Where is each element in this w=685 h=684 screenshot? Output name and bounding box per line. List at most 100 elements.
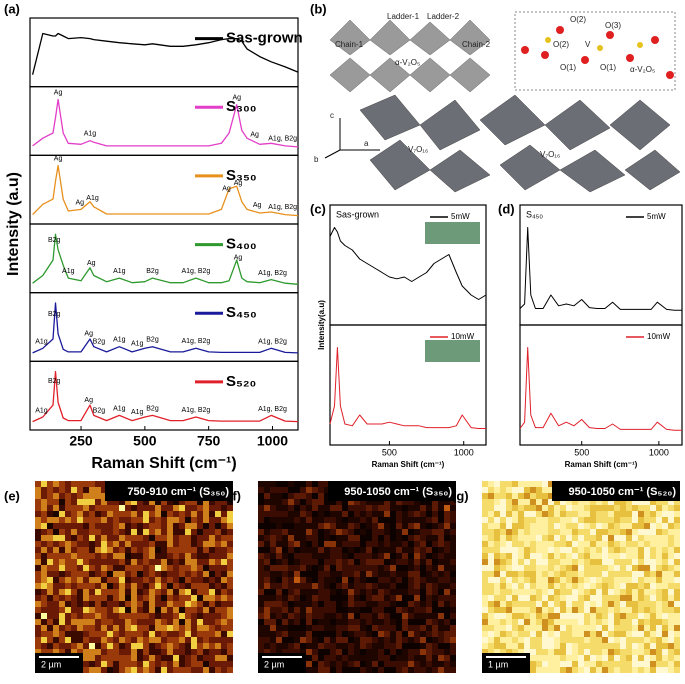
map-pixel: [584, 589, 590, 595]
map-pixel: [524, 487, 530, 493]
map-pixel: [95, 637, 101, 643]
map-pixel: [161, 619, 167, 625]
map-pixel: [282, 625, 288, 631]
map-pixel: [336, 601, 342, 607]
map-pixel: [336, 499, 342, 505]
map-pixel: [137, 505, 143, 511]
map-pixel: [662, 535, 668, 541]
map-pixel: [414, 607, 420, 613]
map-pixel: [578, 529, 584, 535]
map-pixel: [674, 667, 680, 673]
map-pixel: [203, 643, 209, 649]
raman-map: [258, 481, 456, 673]
map-pixel: [71, 505, 77, 511]
map-pixel: [650, 583, 656, 589]
map-pixel: [590, 625, 596, 631]
map-pixel: [143, 577, 149, 583]
map-pixel: [59, 517, 65, 523]
map-pixel: [59, 559, 65, 565]
map-pixel: [396, 541, 402, 547]
map-pixel: [71, 613, 77, 619]
map-pixel: [185, 511, 191, 517]
map-pixel: [530, 577, 536, 583]
map-pixel: [318, 589, 324, 595]
map-pixel: [167, 649, 173, 655]
map-pixel: [488, 643, 494, 649]
map-pixel: [536, 511, 542, 517]
map-pixel: [306, 601, 312, 607]
map-pixel: [506, 577, 512, 583]
map-pixel: [450, 529, 456, 535]
map-pixel: [185, 589, 191, 595]
map-pixel: [41, 601, 47, 607]
map-pixel: [53, 595, 59, 601]
map-pixel: [101, 511, 107, 517]
map-pixel: [536, 571, 542, 577]
map-pixel: [620, 613, 626, 619]
map-pixel: [101, 547, 107, 553]
map-pixel: [95, 649, 101, 655]
map-pixel: [107, 625, 113, 631]
map-pixel: [113, 643, 119, 649]
map-pixel: [488, 613, 494, 619]
map-pixel: [185, 583, 191, 589]
map-pixel: [632, 601, 638, 607]
map-pixel: [95, 601, 101, 607]
map-pixel: [554, 511, 560, 517]
map-pixel: [53, 481, 59, 487]
map-pixel: [95, 619, 101, 625]
map-pixel: [518, 481, 524, 487]
map-pixel: [668, 601, 674, 607]
map-pixel: [638, 589, 644, 595]
map-pixel: [500, 589, 506, 595]
map-pixel: [137, 637, 143, 643]
map-pixel: [542, 601, 548, 607]
map-pixel: [318, 649, 324, 655]
map-pixel: [590, 619, 596, 625]
map-pixel: [131, 571, 137, 577]
map-pixel: [444, 589, 450, 595]
map-pixel: [312, 655, 318, 661]
map-pixel: [662, 577, 668, 583]
map-pixel: [372, 547, 378, 553]
map-pixel: [524, 481, 530, 487]
map-pixel: [384, 601, 390, 607]
map-pixel: [554, 505, 560, 511]
map-pixel: [113, 523, 119, 529]
map-pixel: [494, 637, 500, 643]
map-pixel: [137, 511, 143, 517]
map-pixel: [506, 613, 512, 619]
map-pixel: [366, 565, 372, 571]
map-pixel: [620, 565, 626, 571]
map-pixel: [620, 631, 626, 637]
map-pixel: [173, 547, 179, 553]
map-pixel: [89, 619, 95, 625]
map-pixel: [197, 511, 203, 517]
map-pixel: [324, 583, 330, 589]
map-pixel: [554, 631, 560, 637]
map-pixel: [330, 541, 336, 547]
map-pixel: [324, 541, 330, 547]
map-pixel: [47, 553, 53, 559]
map-pixel: [396, 571, 402, 577]
map-pixel: [408, 553, 414, 559]
map-pixel: [426, 661, 432, 667]
map-pixel: [632, 667, 638, 673]
map-pixel: [596, 583, 602, 589]
map-pixel: [614, 577, 620, 583]
map-pixel: [185, 529, 191, 535]
map-pixel: [336, 577, 342, 583]
structure-panel: (b) Ladder-1 Ladder-2 Chain-1 C: [310, 1, 681, 193]
map-pixel: [306, 643, 312, 649]
map-pixel: [125, 541, 131, 547]
map-pixel: [390, 583, 396, 589]
peak-label: A1g, B2g: [268, 135, 297, 142]
map-pixel: [107, 547, 113, 553]
map-pixel: [300, 589, 306, 595]
map-pixel: [288, 601, 294, 607]
map-pixel: [524, 529, 530, 535]
map-pixel: [500, 613, 506, 619]
map-pixel: [119, 505, 125, 511]
map-pixel: [348, 619, 354, 625]
map-pixel: [644, 667, 650, 673]
